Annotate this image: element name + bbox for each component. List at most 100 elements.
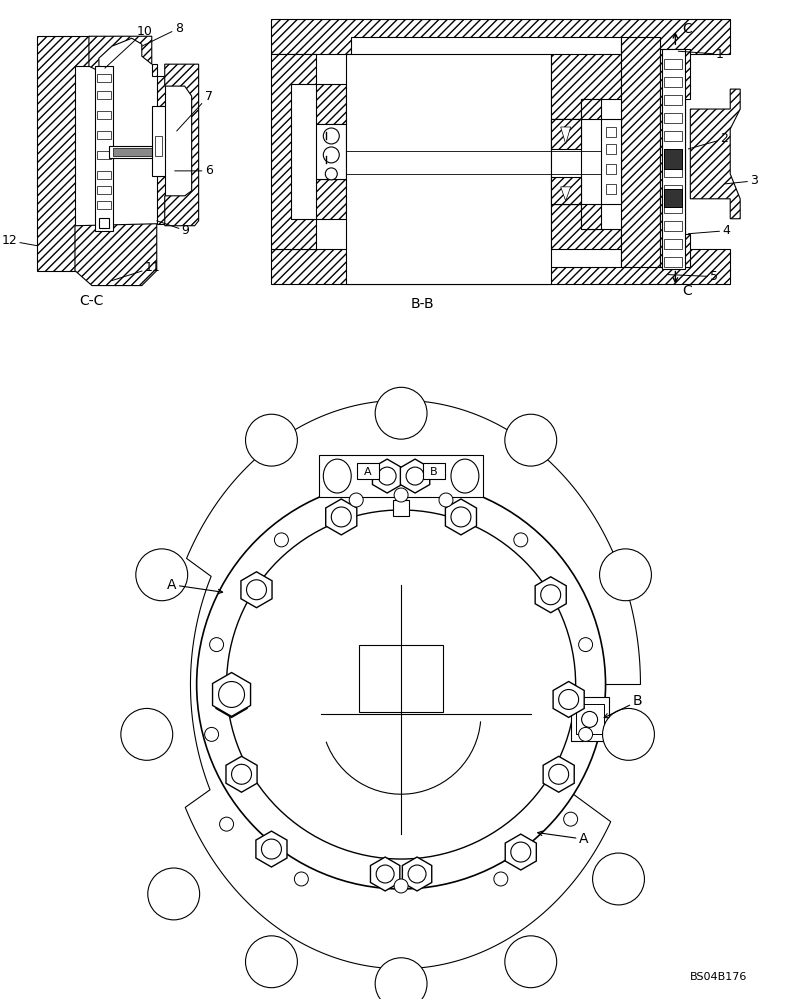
- Circle shape: [375, 387, 427, 439]
- Polygon shape: [550, 54, 620, 119]
- Circle shape: [245, 414, 297, 466]
- Circle shape: [325, 168, 337, 180]
- Circle shape: [581, 711, 597, 727]
- Text: 7: 7: [177, 90, 212, 131]
- Polygon shape: [580, 204, 600, 229]
- Text: 2: 2: [688, 132, 727, 149]
- Circle shape: [540, 585, 560, 605]
- Text: 6: 6: [174, 164, 212, 177]
- Polygon shape: [400, 459, 429, 493]
- Text: 4: 4: [688, 224, 729, 237]
- Bar: [97, 74, 111, 82]
- Bar: [97, 91, 111, 99]
- Polygon shape: [316, 84, 345, 124]
- Text: 10: 10: [105, 25, 152, 68]
- Circle shape: [209, 638, 223, 652]
- Text: B: B: [430, 467, 437, 477]
- Circle shape: [393, 879, 408, 893]
- Ellipse shape: [450, 459, 478, 493]
- Polygon shape: [550, 119, 580, 149]
- Circle shape: [592, 853, 644, 905]
- Circle shape: [247, 580, 266, 600]
- Circle shape: [375, 865, 393, 883]
- Polygon shape: [659, 49, 689, 267]
- Bar: [97, 151, 111, 159]
- Polygon shape: [445, 499, 476, 535]
- Text: C: C: [681, 22, 691, 36]
- Polygon shape: [271, 249, 729, 284]
- Bar: [97, 171, 111, 179]
- Circle shape: [294, 872, 308, 886]
- Bar: [663, 203, 681, 213]
- Text: 5: 5: [667, 270, 718, 283]
- Circle shape: [226, 510, 575, 859]
- Bar: [316, 124, 345, 179]
- Circle shape: [261, 839, 281, 859]
- Polygon shape: [550, 204, 620, 249]
- Text: 12: 12: [2, 234, 37, 247]
- Circle shape: [219, 817, 234, 831]
- Text: C-C: C-C: [79, 294, 103, 308]
- Polygon shape: [552, 682, 583, 717]
- Bar: [97, 131, 111, 139]
- Bar: [605, 144, 615, 154]
- Bar: [663, 59, 681, 69]
- Bar: [663, 239, 681, 249]
- Text: 9: 9: [157, 221, 189, 237]
- Bar: [662, 49, 684, 269]
- Circle shape: [218, 682, 244, 707]
- Circle shape: [331, 507, 351, 527]
- Bar: [605, 184, 615, 194]
- Text: 11: 11: [112, 261, 161, 281]
- Bar: [663, 189, 681, 207]
- Circle shape: [548, 764, 568, 784]
- Bar: [663, 95, 681, 105]
- Bar: [319, 455, 483, 497]
- Circle shape: [504, 414, 556, 466]
- Circle shape: [558, 689, 578, 709]
- Polygon shape: [560, 127, 570, 144]
- Polygon shape: [504, 834, 536, 870]
- Circle shape: [439, 493, 453, 507]
- Bar: [663, 149, 681, 159]
- Bar: [99, 218, 109, 228]
- Polygon shape: [325, 499, 356, 535]
- Polygon shape: [152, 64, 165, 224]
- Bar: [97, 186, 111, 194]
- Polygon shape: [560, 187, 570, 201]
- Circle shape: [221, 689, 241, 709]
- Circle shape: [563, 812, 577, 826]
- Polygon shape: [255, 831, 286, 867]
- Text: 1: 1: [677, 48, 723, 61]
- Bar: [109, 146, 157, 158]
- Polygon shape: [534, 577, 565, 613]
- Polygon shape: [212, 673, 251, 716]
- Text: C: C: [681, 284, 691, 298]
- Circle shape: [510, 842, 530, 862]
- Circle shape: [513, 533, 527, 547]
- Circle shape: [204, 727, 218, 741]
- Bar: [605, 164, 615, 174]
- Circle shape: [599, 549, 650, 601]
- Polygon shape: [370, 857, 399, 891]
- Text: A: A: [537, 831, 587, 846]
- Bar: [663, 221, 681, 231]
- Polygon shape: [550, 177, 580, 204]
- Text: BS04B176: BS04B176: [689, 972, 747, 982]
- Bar: [113, 148, 152, 156]
- Polygon shape: [316, 179, 345, 219]
- Circle shape: [196, 480, 605, 889]
- Bar: [155, 136, 161, 156]
- Bar: [97, 111, 111, 119]
- Bar: [570, 697, 607, 741]
- Bar: [97, 201, 111, 209]
- Circle shape: [578, 638, 592, 652]
- Bar: [600, 119, 620, 204]
- Polygon shape: [185, 400, 640, 969]
- Polygon shape: [550, 119, 580, 204]
- Polygon shape: [37, 36, 89, 271]
- Circle shape: [148, 868, 200, 920]
- Circle shape: [135, 549, 187, 601]
- Polygon shape: [165, 64, 199, 226]
- Circle shape: [493, 872, 507, 886]
